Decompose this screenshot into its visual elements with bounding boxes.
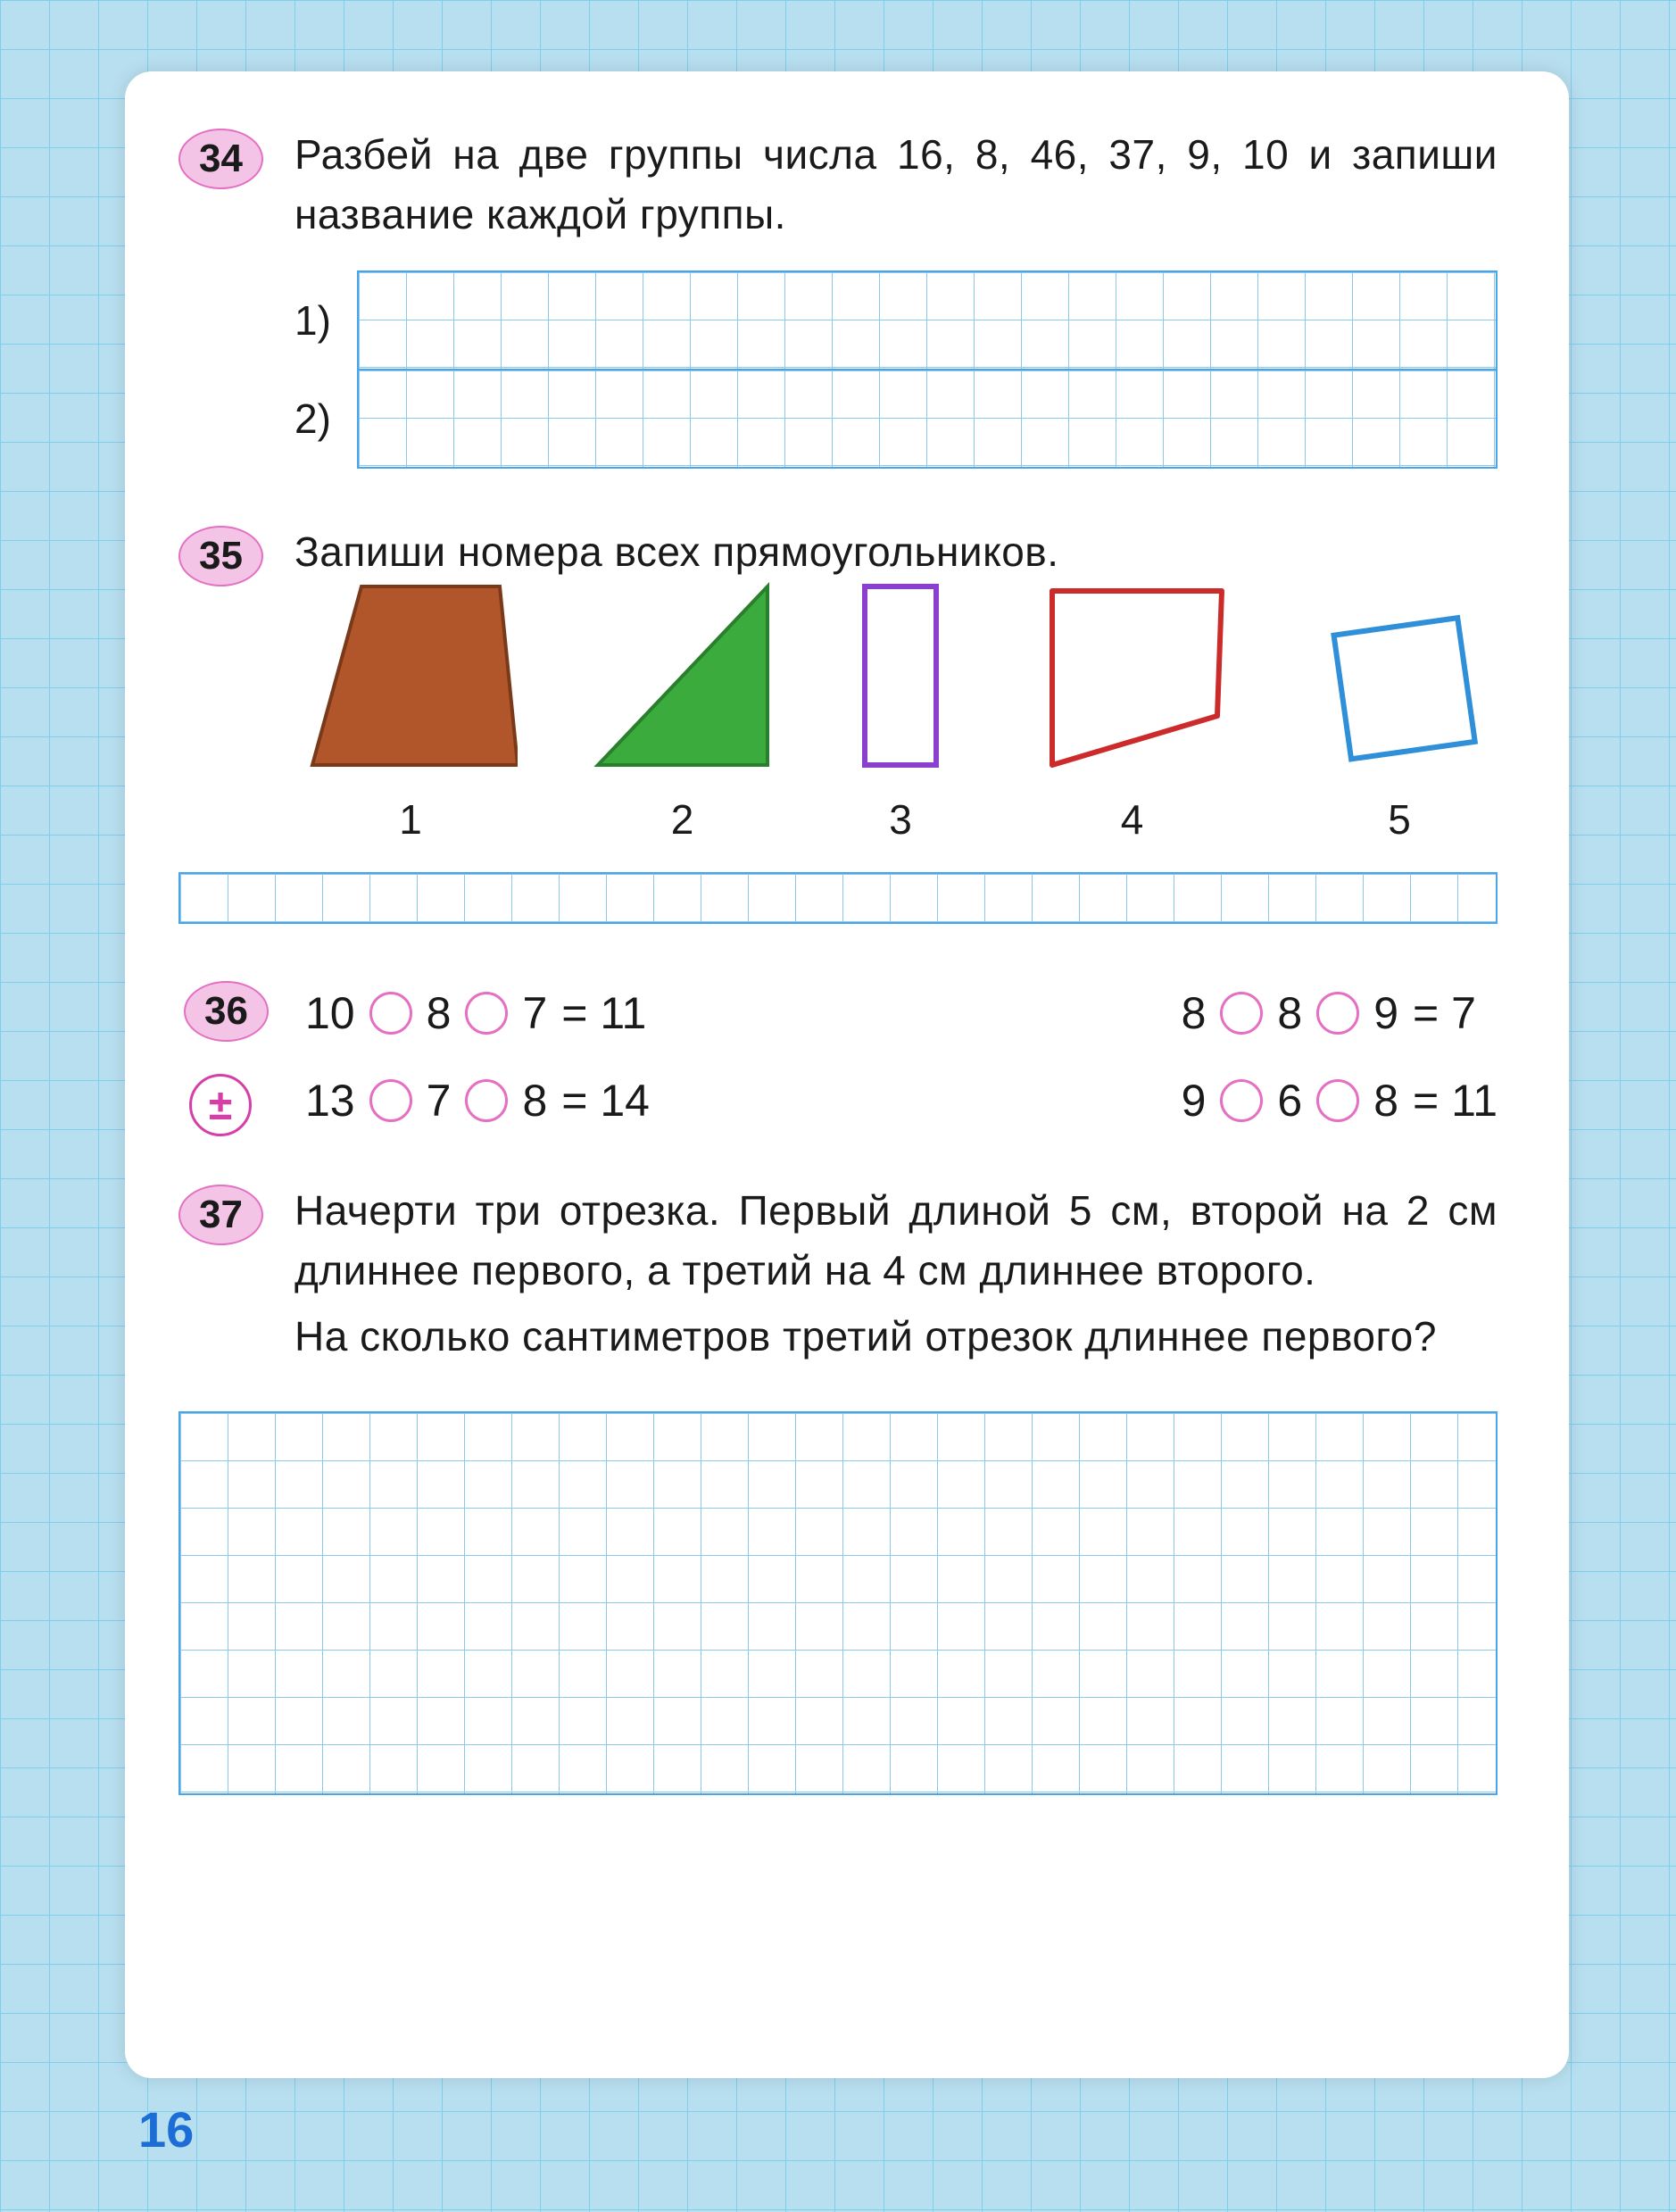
page-number: 16 [138,2100,194,2158]
exercise-badge: 36 [184,981,269,1042]
shape-2-triangle: 2 [589,578,776,850]
exercise-body: Разбей на две группы числа 16, 8, 46, 37… [295,125,1498,478]
equation-column-1: 10 8 7 = 11 13 7 8 = 14 [305,977,650,1136]
plus-minus-icon: ± [189,1074,252,1136]
operator-blank[interactable] [1316,1079,1359,1122]
answer-row-1: 1) [295,270,1498,370]
eq-num: 7 [522,977,547,1049]
shape-label: 3 [889,790,912,850]
answer-grid-large[interactable] [178,1411,1498,1795]
answer-row-2: 2) [295,369,1498,469]
operator-blank[interactable] [1220,1079,1263,1122]
eq-num: 8 [1182,977,1207,1049]
exercise-36: 36 ± 10 8 7 = 11 13 7 [178,977,1498,1136]
eq-num: 10 [305,977,355,1049]
exercise-badge: 35 [178,526,263,586]
operator-blank[interactable] [465,1079,508,1122]
eq-result: = 7 [1413,977,1476,1049]
exercise-text-p2: На сколько сантиметров третий отрезок дл… [295,1307,1498,1367]
exercise-34: 34 Разбей на две группы числа 16, 8, 46,… [178,125,1498,478]
shape-5-square: 5 [1310,595,1489,850]
equation-line: 13 7 8 = 14 [305,1065,650,1136]
shape-label: 1 [399,790,422,850]
equations-block: 10 8 7 = 11 13 7 8 = 14 [305,977,1498,1136]
exercise-37: 37 Начерти три отрезка. Первый длиной 5 … [178,1181,1498,1367]
shape-label: 2 [671,790,694,850]
eq-num: 8 [427,977,452,1049]
exercise-body: Запиши номера всех прямоугольников. 1 2 [295,522,1498,924]
exercise-body: Начерти три отрезка. Первый длиной 5 см,… [295,1181,1498,1367]
eq-num: 13 [305,1065,355,1136]
exercise-badge: 34 [178,129,263,189]
eq-num: 7 [427,1065,452,1136]
eq-num: 8 [1373,1065,1398,1136]
shape-4-quadrilateral: 4 [1025,578,1240,850]
shape-3-rectangle: 3 [847,578,954,850]
answer-label: 1) [295,291,357,351]
equation-line: 10 8 7 = 11 [305,977,650,1049]
operator-blank[interactable] [465,992,508,1035]
operator-blank[interactable] [1316,992,1359,1035]
eq-result: = 11 [1413,1065,1498,1136]
operator-blank[interactable] [369,1079,412,1122]
answer-grid-2[interactable] [357,369,1498,469]
eq-num: 8 [522,1065,547,1136]
triangle-icon [589,578,776,774]
eq-num: 9 [1182,1065,1207,1136]
eq-result: = 14 [561,1065,650,1136]
equation-column-2: 8 8 9 = 7 9 6 8 = 11 [1182,977,1498,1136]
rectangle-icon [847,578,954,774]
eq-num: 6 [1277,1065,1302,1136]
answer-lines: 1) 2) [295,270,1498,469]
shape-label: 5 [1388,790,1411,850]
operator-blank[interactable] [369,992,412,1035]
badge-stack: 36 ± [178,977,305,1136]
operator-blank[interactable] [1220,992,1263,1035]
square-icon [1310,595,1489,774]
shape-1-trapezoid: 1 [303,578,518,850]
exercise-text: Запиши номера всех прямоугольников. [295,522,1498,582]
eq-result: = 11 [561,977,646,1049]
shape-label: 4 [1121,790,1144,850]
equation-line: 9 6 8 = 11 [1182,1065,1498,1136]
answer-grid-1[interactable] [357,270,1498,370]
content-area: 34 Разбей на две группы числа 16, 8, 46,… [178,125,1498,2025]
exercise-badge: 37 [178,1185,263,1245]
page-card: 34 Разбей на две группы числа 16, 8, 46,… [125,71,1569,2078]
eq-num: 9 [1373,977,1398,1049]
answer-label: 2) [295,389,357,449]
equation-line: 8 8 9 = 7 [1182,977,1498,1049]
exercise-text-p1: Начерти три отрезка. Первый длиной 5 см,… [295,1181,1498,1300]
trapezoid-icon [303,578,518,774]
exercise-35: 35 Запиши номера всех прямоугольников. 1 [178,522,1498,924]
shapes-row: 1 2 3 [295,609,1498,850]
eq-num: 8 [1277,977,1302,1049]
exercise-text: Разбей на две группы числа 16, 8, 46, 37… [295,125,1498,244]
quadrilateral-icon [1025,578,1240,774]
answer-grid-shapes[interactable] [178,872,1498,924]
